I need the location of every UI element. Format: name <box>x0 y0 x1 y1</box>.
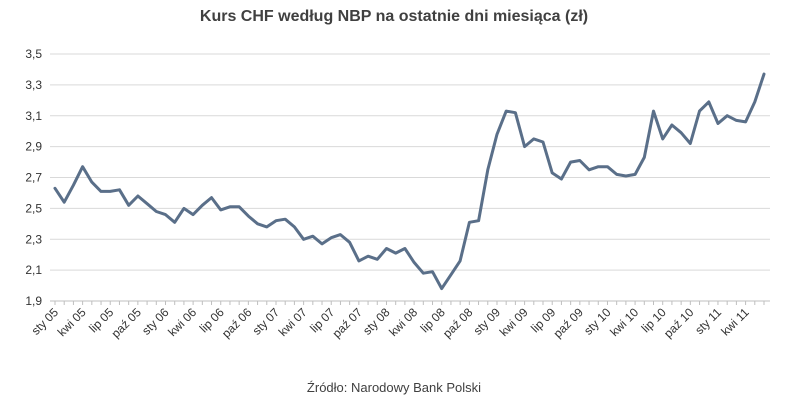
y-tick-label: 2,1 <box>25 263 42 277</box>
y-tick-label: 3,3 <box>25 78 42 92</box>
x-tick-label: sty 10 <box>581 305 614 338</box>
y-tick-label: 3,1 <box>25 109 42 123</box>
x-tick-label: paź 10 <box>661 305 697 341</box>
x-tick-label: sty 07 <box>250 305 283 338</box>
x-tick-label: sty 06 <box>139 305 172 338</box>
x-tick-label: kwi 10 <box>607 305 641 339</box>
x-tick-label: kwi 06 <box>165 305 199 339</box>
x-tick-label: kwi 11 <box>718 305 752 339</box>
x-tick-label: paź 07 <box>330 305 366 341</box>
y-tick-label: 2,5 <box>25 201 42 215</box>
source-note: Źródło: Narodowy Bank Polski <box>306 380 482 395</box>
y-tick-label: 1,9 <box>25 294 42 308</box>
x-tick-label: kwi 08 <box>386 305 420 339</box>
x-tick-label: paź 09 <box>551 305 587 341</box>
x-tick-label: sty 09 <box>471 305 504 338</box>
chart-title: Kurs CHF według NBP na ostatnie dni mies… <box>199 8 589 25</box>
x-tick-label: sty 05 <box>29 305 62 338</box>
y-tick-label: 2,9 <box>25 140 42 154</box>
x-tick-label: paź 05 <box>109 305 145 341</box>
x-tick-label: kwi 09 <box>497 305 531 339</box>
y-tick-label: 2,7 <box>25 171 42 185</box>
x-tick-label: paź 08 <box>440 305 476 341</box>
x-tick-label: kwi 07 <box>276 305 310 339</box>
x-tick-label: kwi 05 <box>55 305 89 339</box>
x-tick-label: sty 08 <box>360 305 393 338</box>
y-tick-label: 3,5 <box>25 47 42 61</box>
series-line-chf <box>53 72 766 291</box>
x-tick-label: sty 11 <box>692 305 724 337</box>
x-tick-label: paź 06 <box>219 305 255 341</box>
y-tick-label: 2,3 <box>25 232 42 246</box>
